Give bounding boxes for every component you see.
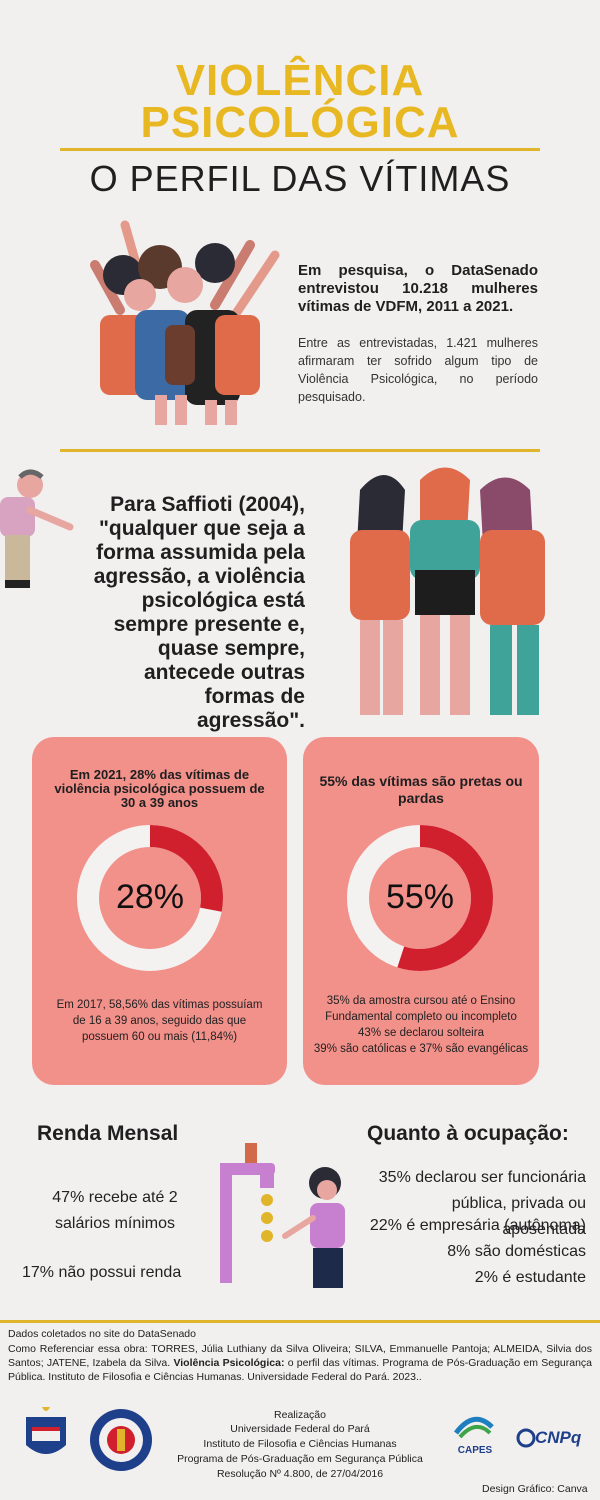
women-group-illustration [90,220,280,425]
ufpa-logo [26,1407,66,1454]
occupation-stat-2: 22% é empresária (autônoma) [369,1217,586,1234]
footer-line-2: Instituto de Filosofia e Ciências Humana… [203,1438,397,1450]
donut-race-arc [347,825,493,971]
footer-line-3: Programa de Pós-Graduação em Segurança P… [177,1453,423,1465]
faucet-woman-illustration [220,1143,345,1288]
intro-bold-text: Em pesquisa, o DataSenado entrevistou 10… [298,262,538,315]
capes-logo-icon [454,1416,494,1439]
intro-text: Entre as entrevistadas, 1.421 mulheres a… [298,336,538,404]
occupation-title: Quanto à ocupação: [367,1122,569,1145]
design-credit: Design Gráfico: Canva [482,1483,588,1495]
saffioti-quote: Para Saffioti (2004), "qualquer que seja… [93,493,305,732]
footer-divider [0,1320,600,1323]
occupation-stat-1: 35% declarou ser funcionária pública, pr… [378,1169,586,1238]
card-race [303,737,539,1085]
footer-line-1: Universidade Federal do Pará [230,1423,370,1435]
title-line-1: VIOLÊNCIA [175,56,425,105]
women-hugging-illustration [350,467,545,715]
donut-age [77,825,223,971]
donut-age-arc [77,825,223,971]
card-age [32,737,287,1085]
income-stat-1: 47% recebe até 2 salários mínimos [52,1189,178,1232]
donut-race [347,825,493,971]
cnpq-logo-text: CNPq [535,1428,582,1447]
ppgsp-seal [90,1409,152,1471]
occupation-stat-4: 2% é estudante [474,1269,586,1286]
pointing-man-illustration [0,469,74,588]
title-line-2: PSICOLÓGICA [140,98,460,147]
card-age-note: Em 2017, 58,56% das vítimas possuíam de … [56,999,263,1043]
capes-logo-text: CAPES [457,1445,493,1456]
card-race-heading: 55% das vítimas são pretas ou pardas [319,773,523,806]
income-title: Renda Mensal [37,1122,179,1145]
card-race-percent: 55% [385,878,455,916]
card-race-note-3: 39% são católicas e 37% são evangélicas [313,1043,529,1055]
income-stat-2: 17% não possui renda [22,1264,182,1281]
card-age-heading: Em 2021, 28% das vítimas de violência ps… [54,767,265,810]
footer-line-4: Resolução Nº 4.800, de 27/04/2016 [216,1468,384,1480]
citation-title: Violência Psicológica: [173,1357,285,1369]
card-race-note-2: 43% se declarou solteira [358,1027,484,1039]
citation-authors: Como Referenciar essa obra: TORRES, Júli… [8,1343,592,1369]
occupation-stat-3: 8% são domésticas [447,1243,586,1260]
title-divider [60,148,540,151]
footer-realizacao: Realização [274,1409,326,1421]
section-divider [60,449,540,452]
page-subtitle: O PERFIL DAS VÍTIMAS [89,158,511,199]
footer-citation: Como Referenciar essa obra: TORRES, Júli… [8,1342,592,1384]
footer-source: Dados coletados no site do DataSenado [8,1328,196,1340]
card-age-percent: 28% [115,878,185,916]
citation-details: o perfil das vítimas. Programa de Pós-Gr… [8,1357,593,1383]
cnpq-logo-icon [516,1428,536,1448]
card-race-note-1: 35% da amostra cursou até o Ensino Funda… [325,995,517,1023]
